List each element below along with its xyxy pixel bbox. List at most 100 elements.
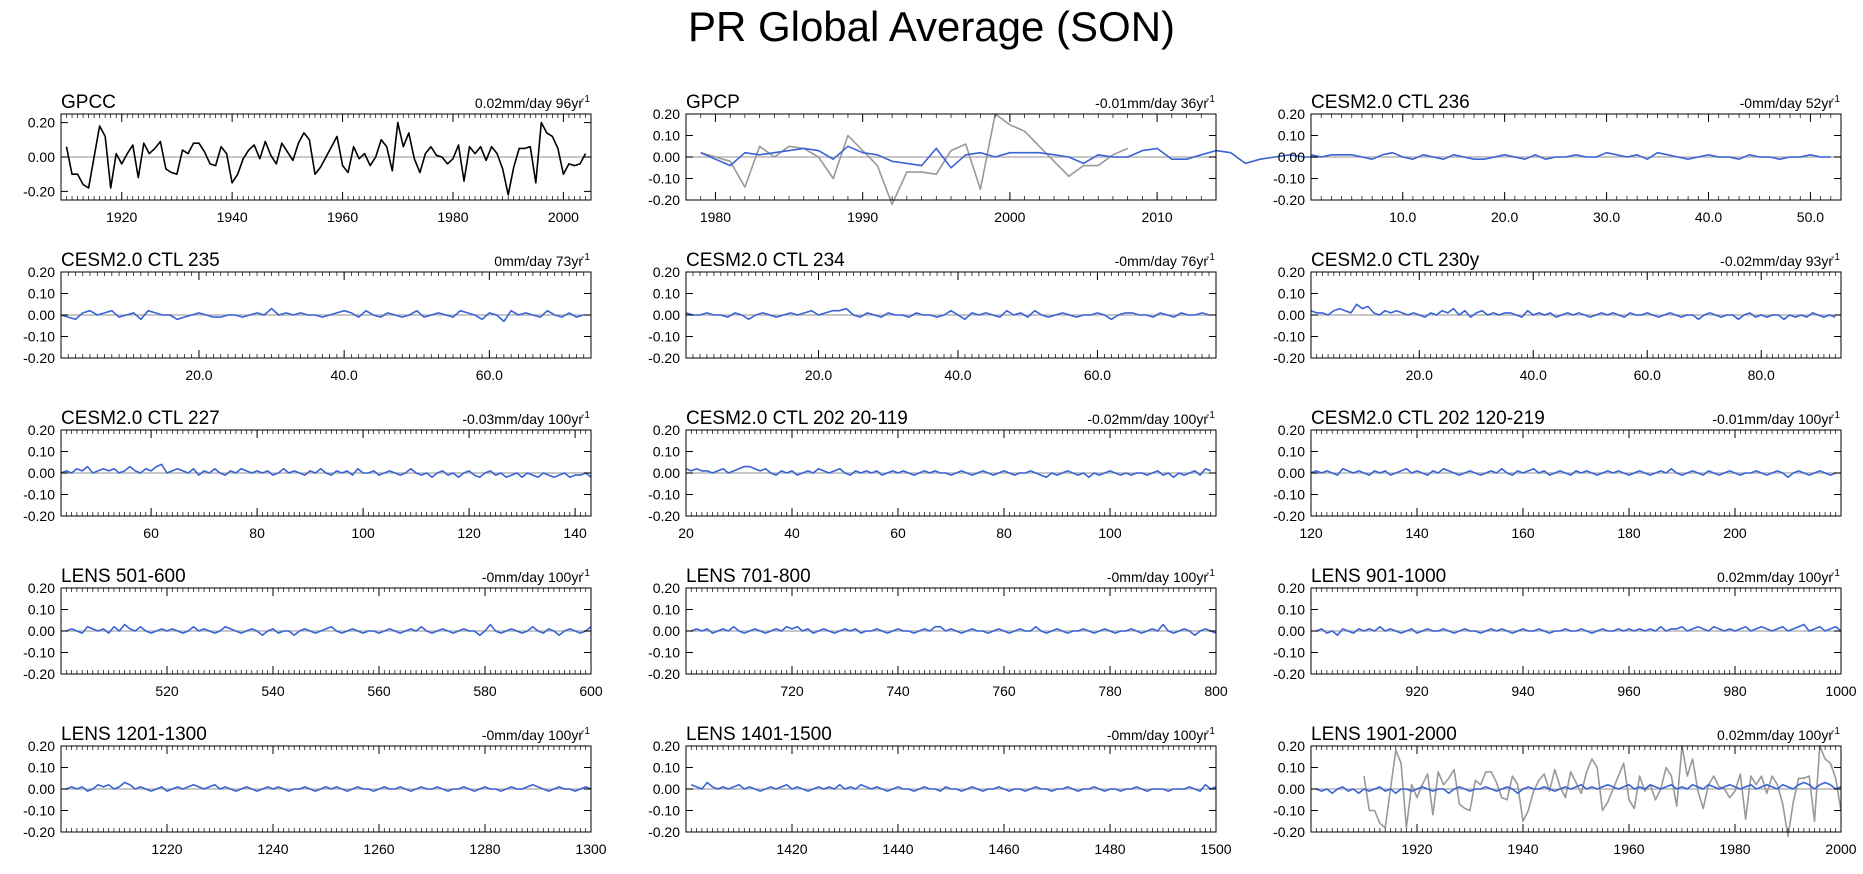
series-line-0 (1310, 303, 1836, 321)
x-tick-label: 10.0 (1389, 209, 1416, 225)
panel-cesm2-0-ctl-236: CESM2.0 CTL 236 -0mm/day 52yr-1 10.0 20.0 30… (1273, 92, 1842, 225)
y-tick-label: 0.20 (1278, 264, 1305, 280)
y-tick-label: -0.20 (648, 824, 680, 840)
y-tick-label: 0.20 (653, 264, 680, 280)
panel-trend-superscript: -1 (1831, 94, 1840, 105)
x-tick-label: 100 (351, 525, 375, 541)
x-tick-label: 540 (261, 683, 285, 699)
series-line-0 (65, 121, 587, 196)
panel-cesm2-0-ctl-202-120-219: CESM2.0 CTL 202 120-219 -0.01mm/day 100yr… (1273, 408, 1842, 541)
x-tick-label: 1960 (327, 209, 358, 225)
panel-title: LENS 701-800 (686, 566, 811, 587)
y-tick-label: -0.10 (1273, 487, 1305, 503)
panel-title: CESM2.0 CTL 234 (686, 250, 845, 271)
y-tick-label: -0.10 (1273, 803, 1305, 819)
y-tick-label: -0.10 (23, 329, 55, 345)
y-tick-label: 0.00 (653, 623, 680, 639)
panel-title: LENS 1201-1300 (61, 724, 207, 745)
x-tick-label: 200 (1723, 525, 1747, 541)
y-tick-label: 0.20 (28, 738, 55, 754)
y-tick-label: 0.10 (28, 444, 55, 460)
x-tick-label: 1220 (151, 841, 182, 857)
panel-trend-label: -0mm/day 100yr (482, 727, 583, 743)
y-tick-label: -0.10 (1273, 329, 1305, 345)
series-line-0 (1316, 623, 1842, 637)
panel-trend-superscript: -1 (581, 94, 590, 105)
y-tick-label: -0.20 (648, 350, 680, 366)
y-tick-label: -0.10 (648, 803, 680, 819)
panel-lens-1401-1500: LENS 1401-1500 -0mm/day 100yr-1 1420 1440 14… (648, 724, 1232, 857)
panel-trend-superscript: -1 (1831, 726, 1840, 737)
x-tick-label: 100 (1098, 525, 1122, 541)
panel-lens-1201-1300: LENS 1201-1300 -0mm/day 100yr-1 1220 1240 12… (23, 724, 607, 857)
y-tick-label: -0.20 (23, 508, 55, 524)
y-tick-label: 0.00 (1278, 149, 1305, 165)
x-tick-label: 40.0 (1520, 367, 1547, 383)
x-tick-label: 2000 (548, 209, 579, 225)
panel-trend-superscript: -1 (1206, 726, 1215, 737)
x-tick-label: 1480 (1094, 841, 1125, 857)
x-tick-label: 20.0 (1491, 209, 1518, 225)
x-tick-label: 2000 (994, 209, 1025, 225)
panel-trend-superscript: -1 (1831, 568, 1840, 579)
panel-title: LENS 1901-2000 (1311, 724, 1457, 745)
x-tick-label: 600 (579, 683, 603, 699)
panel-trend-label: -0.02mm/day 93yr (1720, 253, 1833, 269)
x-tick-label: 80.0 (1748, 367, 1775, 383)
y-tick-label: 0.10 (1278, 602, 1305, 618)
x-tick-label: 760 (992, 683, 1016, 699)
panel-title: CESM2.0 CTL 202 20-119 (686, 408, 908, 429)
panel-lens-501-600: LENS 501-600 -0mm/day 100yr-1 520 540 560 580… (23, 566, 603, 699)
panel-trend-label: -0mm/day 100yr (1107, 727, 1208, 743)
x-tick-label: 1280 (469, 841, 500, 857)
y-tick-label: 0.00 (28, 149, 55, 165)
x-tick-label: 1980 (700, 209, 731, 225)
x-tick-label: 140 (563, 525, 587, 541)
panel-trend-superscript: -1 (1206, 252, 1215, 263)
x-tick-label: 960 (1617, 683, 1641, 699)
x-tick-label: 1420 (776, 841, 807, 857)
x-tick-label: 20.0 (1406, 367, 1433, 383)
panel-title: CESM2.0 CTL 235 (61, 250, 220, 271)
x-tick-label: 140 (1405, 525, 1429, 541)
panel-trend-superscript: -1 (1831, 410, 1840, 421)
y-tick-label: 0.20 (1278, 580, 1305, 596)
y-tick-label: 0.10 (28, 286, 55, 302)
series-line-0 (1310, 151, 1831, 160)
x-tick-label: 20.0 (805, 367, 832, 383)
x-tick-label: 920 (1405, 683, 1429, 699)
series-line-0 (1363, 745, 1842, 838)
y-tick-label: 0.00 (28, 465, 55, 481)
x-tick-label: 1960 (1613, 841, 1644, 857)
panel-trend-label: -0mm/day 76yr (1115, 253, 1209, 269)
x-tick-label: 160 (1511, 525, 1535, 541)
panel-lens-701-800: LENS 701-800 -0mm/day 100yr-1 720 740 760 780… (648, 566, 1228, 699)
x-tick-label: 80 (249, 525, 265, 541)
x-tick-label: 1260 (363, 841, 394, 857)
x-tick-label: 20 (678, 525, 694, 541)
y-tick-label: -0.10 (23, 645, 55, 661)
series-line-0 (685, 465, 1212, 479)
x-tick-label: 40.0 (944, 367, 971, 383)
series-line-0 (66, 623, 592, 637)
y-tick-label: -0.20 (648, 666, 680, 682)
x-tick-label: 80 (996, 525, 1012, 541)
x-tick-label: 1300 (575, 841, 606, 857)
x-tick-label: 1460 (988, 841, 1019, 857)
y-tick-label: -0.20 (23, 824, 55, 840)
y-tick-label: -0.10 (1273, 171, 1305, 187)
y-tick-label: -0.20 (1273, 666, 1305, 682)
y-tick-label: -0.20 (648, 192, 680, 208)
series-line-0 (700, 113, 1129, 206)
x-tick-label: 180 (1617, 525, 1641, 541)
y-tick-label: 0.10 (1278, 128, 1305, 144)
y-tick-label: 0.20 (28, 264, 55, 280)
panel-gpcp: GPCP -0.01mm/day 36yr-1 1980 1990 2000 2010 0.… (648, 92, 1320, 225)
y-tick-label: 0.20 (1278, 106, 1305, 122)
x-tick-label: 560 (367, 683, 391, 699)
y-tick-label: -0.20 (1273, 824, 1305, 840)
x-tick-label: 580 (473, 683, 497, 699)
y-tick-label: 0.20 (653, 738, 680, 754)
y-tick-label: 0.00 (653, 149, 680, 165)
x-tick-label: 40 (784, 525, 800, 541)
